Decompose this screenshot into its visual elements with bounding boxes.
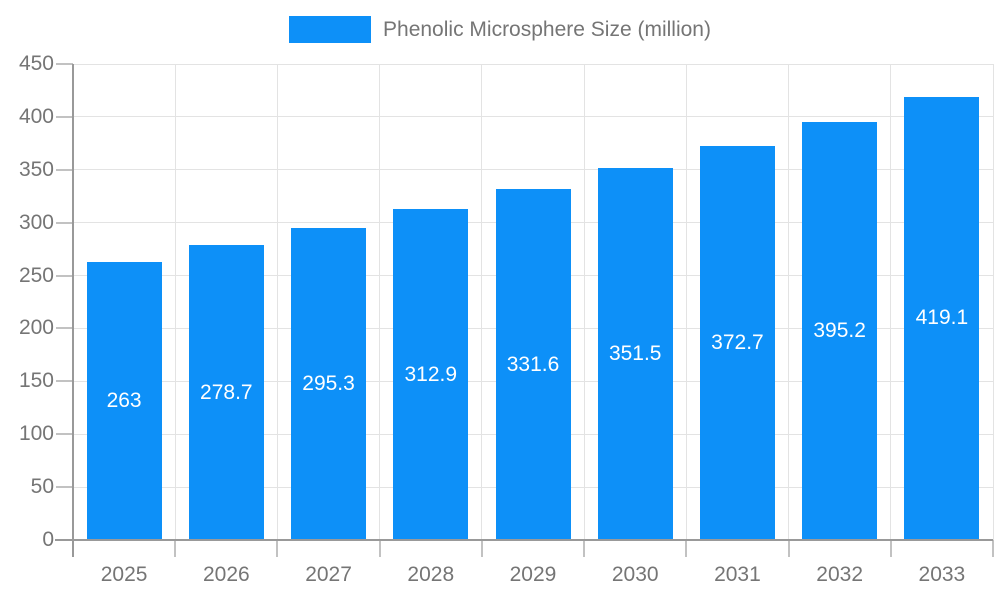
x-tick-5 (583, 540, 586, 557)
x-gridline-6 (685, 64, 687, 540)
y-tick-400 (56, 115, 73, 118)
x-axis-line (55, 539, 993, 541)
value-label-2025: 263 (106, 388, 142, 412)
x-axis-label-2025: 2025 (100, 563, 148, 586)
bar-2026[interactable]: 278.7 (188, 245, 264, 540)
bar-2033[interactable]: 419.1 (904, 96, 980, 540)
value-label-2030: 351.5 (608, 342, 662, 366)
x-gridline-3 (379, 64, 381, 540)
bar-2029[interactable]: 331.6 (495, 189, 571, 540)
x-gridline-9 (992, 64, 994, 540)
x-axis-label-2031: 2031 (714, 563, 761, 586)
y-axis-label-300: 300 (18, 210, 54, 234)
x-axis-label-2027: 2027 (305, 563, 352, 586)
x-axis-label-2033: 2033 (918, 563, 966, 586)
y-tick-450 (56, 63, 73, 65)
x-tick-8 (889, 540, 892, 557)
x-axis-label-2030: 2030 (611, 563, 659, 586)
x-gridline-1 (174, 64, 176, 540)
y-axis-label-250: 250 (18, 263, 54, 287)
x-gridline-2 (276, 64, 278, 540)
y-axis-label-200: 200 (18, 316, 54, 340)
y-axis-label-50: 50 (30, 475, 54, 499)
legend[interactable]: Phenolic Microsphere Size (million) (0, 16, 1000, 43)
y-tick-50 (56, 486, 73, 489)
bar-2027[interactable]: 295.3 (291, 227, 367, 540)
y-axis-label-100: 100 (18, 422, 54, 446)
y-gridline-350 (73, 169, 993, 171)
y-axis-label-400: 400 (18, 104, 54, 128)
x-axis-label-2032: 2032 (816, 563, 864, 586)
bar-2032[interactable]: 395.2 (802, 121, 878, 540)
y-tick-200 (56, 327, 73, 330)
legend-swatch (289, 16, 372, 43)
y-gridline-400 (73, 116, 993, 118)
x-tick-3 (378, 540, 381, 557)
bar-2030[interactable]: 351.5 (597, 168, 673, 540)
value-label-2032: 395.2 (813, 318, 866, 342)
x-tick-9 (992, 540, 994, 557)
y-axis-label-0: 0 (42, 528, 54, 551)
value-label-2028: 312.9 (404, 362, 458, 386)
y-axis-label-450: 450 (18, 52, 54, 75)
y-axis-label-350: 350 (18, 157, 54, 181)
x-gridline-4 (481, 64, 483, 540)
y-tick-300 (56, 221, 73, 224)
x-gridline-8 (890, 64, 892, 540)
value-label-2033: 419.1 (915, 306, 969, 330)
bar-2025[interactable]: 263 (86, 261, 162, 540)
y-axis-label-150: 150 (18, 369, 54, 393)
y-tick-250 (56, 274, 73, 277)
y-tick-150 (56, 380, 73, 383)
x-gridline-5 (583, 64, 585, 540)
legend-label: Phenolic Microsphere Size (million) (383, 17, 711, 41)
y-tick-100 (56, 433, 73, 436)
x-axis-label-2029: 2029 (509, 563, 557, 586)
value-label-2027: 295.3 (302, 371, 355, 395)
x-axis-label-2026: 2026 (202, 563, 250, 586)
x-tick-2 (276, 540, 279, 557)
plot-area: 263 278.7 295.3 312.9 331.6 351.5 372.7 395.2 41… (73, 63, 994, 540)
x-tick-4 (480, 540, 483, 557)
value-label-2029: 331.6 (506, 352, 560, 376)
x-gridline-7 (788, 64, 790, 540)
bar-2028[interactable]: 312.9 (393, 209, 469, 540)
x-tick-1 (174, 540, 177, 557)
x-axis-label-2028: 2028 (407, 563, 455, 586)
value-label-2026: 278.7 (200, 380, 253, 404)
x-tick-7 (787, 540, 790, 557)
y-gridline-450 (73, 63, 993, 65)
y-axis-line (72, 64, 74, 557)
value-label-2031: 372.7 (711, 330, 764, 354)
y-tick-350 (56, 168, 73, 171)
x-tick-6 (685, 540, 688, 557)
bar-2031[interactable]: 372.7 (699, 145, 775, 540)
